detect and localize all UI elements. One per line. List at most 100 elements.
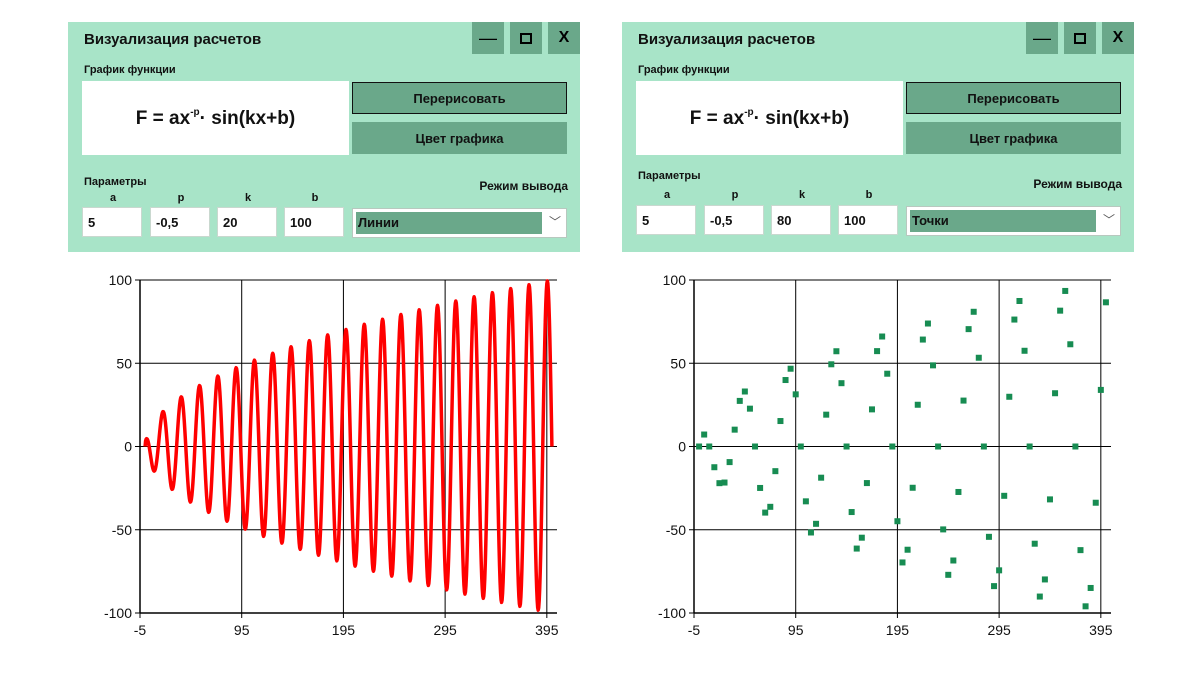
data-point [914,401,921,408]
data-point [731,426,738,433]
data-point [1087,584,1094,591]
redraw-button[interactable]: Перерисовать [352,82,567,114]
x-tick-label: 295 [987,622,1011,638]
data-point [970,308,977,315]
graph-color-button[interactable]: Цвет графика [906,122,1121,154]
maximize-button[interactable] [1064,22,1096,54]
data-point [823,411,830,418]
data-point [762,509,769,516]
section-label: График функции [84,64,176,76]
param-k-label: k [244,192,252,204]
x-tick-label: 195 [332,622,356,638]
maximize-icon [1074,32,1086,44]
close-button[interactable]: X [1102,22,1134,54]
param-a-input[interactable] [82,207,142,237]
data-point [1077,547,1084,554]
param-b-label: b [311,192,319,204]
data-point [1031,540,1038,547]
data-point [721,479,728,486]
param-a-input[interactable] [636,205,696,235]
chevron-down-icon: ﹀ [548,215,561,229]
data-point [945,571,952,578]
mode-label: Режим вывода [479,179,568,193]
data-point [696,443,703,450]
data-point [1046,496,1053,503]
data-point [858,534,865,541]
x-tick-label: 395 [535,622,559,638]
param-k-label: k [798,189,806,201]
x-tick-label: 395 [1089,622,1113,638]
param-p-label: p [731,189,739,201]
param-p-input[interactable] [150,207,210,237]
close-button[interactable]: X [548,22,580,54]
data-point [1026,443,1033,450]
app-window-lines: Визуализация расчетов — X График функции… [68,22,580,252]
data-point [919,336,926,343]
y-tick-label: -50 [112,522,132,538]
param-p-label: p [177,192,185,204]
maximize-icon [520,32,532,44]
data-point [868,406,875,413]
param-k-input[interactable] [771,205,831,235]
y-tick-label: 100 [109,272,133,288]
x-tick-label: 95 [234,622,250,638]
data-point [807,529,814,536]
data-point [894,518,901,525]
data-point [848,509,855,516]
data-point [813,520,820,527]
y-tick-label: 100 [663,272,687,288]
data-point [985,533,992,540]
data-point [1067,341,1074,348]
data-point [1062,287,1069,294]
data-point [940,526,947,533]
param-p-input[interactable] [704,205,764,235]
params-label: Параметры [84,176,147,188]
data-point [1021,347,1028,354]
data-point [874,348,881,355]
param-b-input[interactable] [838,205,898,235]
data-point [746,405,753,412]
data-point [716,480,723,487]
formula-box: F = ax-p· sin(kx+b) [636,81,903,155]
data-point [711,464,718,471]
x-tick-label: 195 [886,622,910,638]
data-point [1097,386,1104,393]
data-point [838,380,845,387]
y-tick-label: 50 [116,355,132,371]
redraw-button[interactable]: Перерисовать [906,82,1121,114]
param-b-input[interactable] [284,207,344,237]
minimize-button[interactable]: — [472,22,504,54]
graph-color-button[interactable]: Цвет графика [352,122,567,154]
mode-select[interactable]: Точки ﹀ [906,206,1121,236]
data-point [1011,316,1018,323]
data-point [1082,603,1089,610]
x-tick-label: -5 [688,622,701,638]
minimize-button[interactable]: — [1026,22,1058,54]
param-b-label: b [865,189,873,201]
app-window-points: Визуализация расчетов — X График функции… [622,22,1134,252]
data-point [706,443,713,450]
data-point [1092,499,1099,506]
data-point [879,333,886,340]
data-point [792,391,799,398]
param-k-input[interactable] [217,207,277,237]
data-point [777,418,784,425]
maximize-button[interactable] [510,22,542,54]
data-point [965,326,972,333]
y-tick-label: -100 [104,605,132,621]
x-tick-label: 295 [433,622,457,638]
data-point [904,546,911,553]
mode-select[interactable]: Линии ﹀ [352,208,567,238]
param-a-label: a [109,192,117,204]
window-title: Визуализация расчетов [638,31,816,48]
data-point [930,362,937,369]
data-point [991,583,998,590]
data-point [726,459,733,466]
data-point [1057,307,1064,314]
data-point [767,503,774,510]
data-point [752,443,759,450]
data-point [975,354,982,361]
section-label: График функции [638,64,730,76]
data-point [843,443,850,450]
data-point [935,443,942,450]
